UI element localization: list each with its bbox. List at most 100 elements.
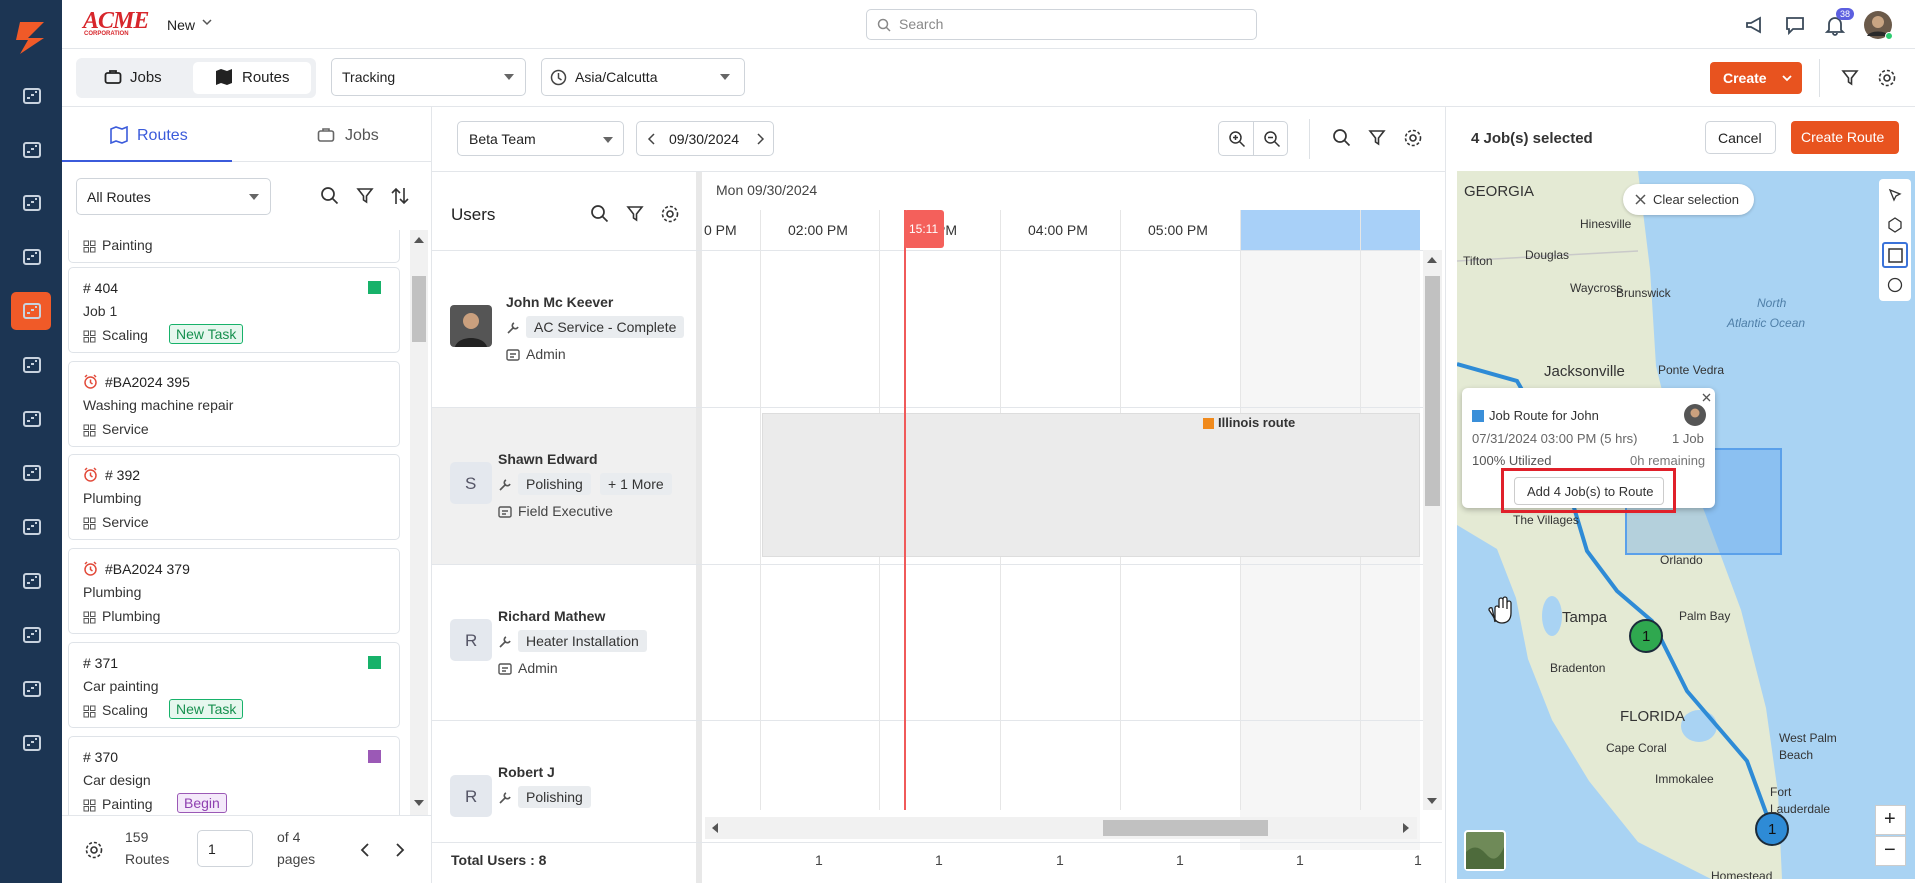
filter-icon[interactable] (626, 205, 644, 223)
user-avatar[interactable] (1863, 10, 1893, 40)
next-page[interactable] (394, 843, 406, 857)
active-tab-bg (193, 62, 311, 94)
settings-icon[interactable] (660, 204, 680, 224)
jobs-panel-tab[interactable]: Jobs (345, 127, 379, 144)
page-input[interactable]: 1 (197, 830, 253, 867)
sort-icon[interactable] (390, 186, 410, 206)
nav-icon[interactable] (22, 409, 42, 429)
nav-icon[interactable] (22, 86, 42, 106)
zoom-in[interactable] (1228, 130, 1246, 148)
skill-icon (499, 479, 511, 491)
search-box[interactable]: Search (866, 9, 1257, 40)
job-category: Plumbing (102, 608, 161, 624)
draw-tool[interactable] (1887, 187, 1904, 204)
job-card[interactable]: # 371 Car painting Scaling New Task (68, 642, 400, 728)
cancel-label: Cancel (1718, 130, 1762, 146)
map-label: GEORGIA (1464, 183, 1535, 200)
job-card[interactable]: Painting (68, 230, 400, 263)
route-marker[interactable]: 1 (1755, 812, 1789, 846)
cancel-button[interactable]: Cancel (1705, 121, 1776, 154)
job-status: New Task (169, 324, 244, 344)
job-id: #BA2024 379 (105, 561, 190, 577)
nav-icon[interactable] (22, 571, 42, 591)
prev-day[interactable] (647, 133, 657, 145)
chat-icon[interactable] (1784, 14, 1806, 36)
nav-icon[interactable] (22, 355, 42, 375)
hour-line (760, 210, 761, 810)
scrollbar[interactable] (410, 230, 428, 815)
more-skills[interactable]: + 1 More (600, 473, 672, 495)
toolbar: Jobs Routes Tracking Asia/Calcutta Creat… (62, 49, 1915, 107)
job-id: #BA2024 395 (105, 374, 190, 390)
draw-tool[interactable] (1887, 247, 1904, 264)
settings-icon[interactable] (1403, 128, 1423, 148)
create-route-button[interactable]: Create Route (1791, 121, 1899, 154)
prev-page[interactable] (359, 843, 371, 857)
pages-label: pages (277, 851, 316, 867)
map[interactable]: 1 1 GEORGIA Hinesville Tifton Douglas Waycross… (1457, 171, 1915, 879)
announce-icon[interactable] (1744, 14, 1766, 36)
notification-badge: 38 (1836, 8, 1855, 20)
nav-icon[interactable] (22, 625, 42, 645)
nav-icon[interactable] (22, 193, 42, 213)
route-filter[interactable]: All Routes (76, 178, 271, 215)
filter-icon[interactable] (356, 187, 374, 205)
routes-tab[interactable]: Routes (242, 69, 290, 86)
h-scroll-thumb (1103, 820, 1268, 836)
team-select[interactable]: Beta Team (457, 121, 624, 156)
nav-icon[interactable] (22, 247, 42, 267)
job-id: # 392 (105, 467, 141, 483)
settings-icon[interactable] (1877, 68, 1897, 88)
routes-panel-tab[interactable]: Routes (137, 127, 188, 144)
nav-icon[interactable] (22, 733, 42, 753)
filter-icon[interactable] (1368, 129, 1386, 147)
tracking-select[interactable]: Tracking (331, 58, 526, 96)
job-card[interactable]: # 404 Job 1 Scaling New Task (68, 267, 400, 353)
zoom-out[interactable] (1263, 130, 1281, 148)
zoom-button[interactable]: − (1875, 836, 1906, 866)
add-jobs-label: Add 4 Job(s) to Route (1527, 484, 1654, 499)
user-initial-avatar: R (450, 619, 492, 661)
create-button[interactable]: Create (1710, 62, 1802, 94)
clear-selection[interactable]: Clear selection (1623, 184, 1754, 215)
filter-icon[interactable] (1841, 69, 1859, 87)
timezone-value: Asia/Calcutta (575, 69, 658, 85)
v-scrollbar[interactable] (1423, 250, 1442, 810)
search-icon[interactable] (320, 186, 340, 206)
job-card[interactable]: # 392 Plumbing Service (68, 454, 400, 540)
job-card[interactable]: # 370 Car design Painting Begin (68, 736, 400, 815)
timezone-select[interactable]: Asia/Calcutta (541, 58, 745, 96)
draw-tool[interactable] (1887, 277, 1904, 294)
search-icon[interactable] (1332, 128, 1352, 148)
map-label: Douglas (1525, 248, 1570, 262)
map-type-thumb[interactable] (1464, 830, 1506, 871)
app-logo (16, 22, 44, 54)
next-day[interactable] (755, 133, 765, 145)
job-card[interactable]: #BA2024 395 Washing machine repair Service (68, 361, 400, 447)
draw-tool[interactable] (1887, 217, 1904, 234)
jobs-tab[interactable]: Jobs (130, 69, 162, 86)
current-time-badge: 15:11 (904, 210, 944, 248)
header-border (432, 250, 1442, 251)
close-icon[interactable] (1702, 393, 1711, 402)
footer-border (432, 842, 1442, 843)
nav-icon[interactable] (22, 679, 42, 699)
nav-icon[interactable] (22, 301, 42, 321)
user-count: 1 (1296, 852, 1304, 868)
nav-icon[interactable] (22, 517, 42, 537)
add-jobs-button[interactable]: Add 4 Job(s) to Route (1514, 477, 1664, 505)
nav-icon[interactable] (22, 140, 42, 160)
user-name: Shawn Edward (498, 451, 598, 467)
nav-icon[interactable] (22, 463, 42, 483)
job-card[interactable]: #BA2024 379 Plumbing Plumbing (68, 548, 400, 634)
company-logo-sub: CORPORATION (84, 31, 129, 37)
settings-icon[interactable] (84, 840, 104, 860)
category-icon (83, 424, 96, 437)
new-menu[interactable]: New (167, 17, 196, 33)
search-icon[interactable] (590, 204, 610, 224)
h-scrollbar[interactable] (705, 817, 1417, 839)
zoom-button[interactable]: + (1875, 805, 1906, 835)
route-marker[interactable]: 1 (1629, 619, 1663, 653)
route-filter-value: All Routes (87, 189, 151, 205)
